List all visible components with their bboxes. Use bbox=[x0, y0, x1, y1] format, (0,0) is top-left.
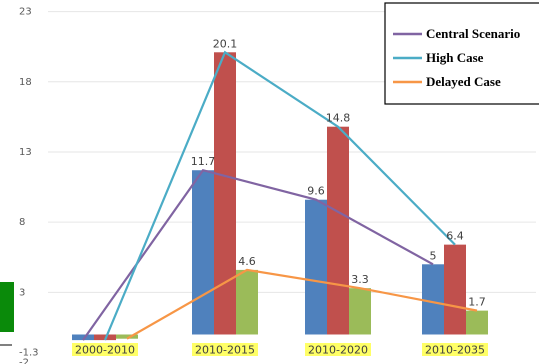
series-line bbox=[126, 268, 478, 340]
bar bbox=[116, 334, 138, 339]
bar bbox=[422, 264, 444, 335]
data-label: 20.1 bbox=[213, 37, 238, 50]
legend-label: Delayed Case bbox=[426, 74, 501, 89]
category-label: 2010-2015 bbox=[195, 344, 255, 357]
data-label: 9.6 bbox=[307, 185, 325, 198]
y-axis-ticks: 23 18 13 8 3 -1.3-2 bbox=[19, 7, 39, 364]
category-highlight bbox=[305, 343, 371, 356]
bar bbox=[327, 126, 349, 335]
data-label: 1.7 bbox=[468, 296, 486, 309]
bar bbox=[236, 269, 258, 335]
bar bbox=[466, 310, 488, 335]
y-tick-label: 13 bbox=[19, 147, 32, 158]
category-label: 2000-2010 bbox=[75, 344, 135, 357]
legend: Central Scenario High Case Delayed Case bbox=[384, 2, 539, 105]
y-tick-label: -1.3 bbox=[19, 348, 39, 359]
category-labels: 2000-2010 2010-2015 2010-2020 2010-2035 bbox=[72, 343, 488, 357]
category-highlight bbox=[422, 343, 488, 356]
category-label: 2010-2020 bbox=[308, 344, 368, 357]
y-tick-label: 18 bbox=[19, 77, 32, 88]
data-label: 11.7 bbox=[191, 155, 216, 168]
bar bbox=[305, 199, 327, 335]
series-line bbox=[103, 50, 456, 341]
y-tick-label: 8 bbox=[19, 217, 25, 228]
bar bbox=[444, 244, 466, 335]
series-lines bbox=[82, 50, 478, 341]
bar bbox=[72, 334, 94, 341]
y-tick-label: -2 bbox=[19, 358, 29, 364]
bar bbox=[349, 288, 371, 335]
left-edge-fragment bbox=[0, 282, 14, 332]
data-label: 4.6 bbox=[238, 255, 256, 268]
data-label: 6.4 bbox=[446, 230, 464, 243]
y-tick-label: 3 bbox=[19, 287, 25, 298]
series-line bbox=[82, 168, 434, 341]
bar bbox=[192, 170, 214, 335]
category-highlight bbox=[192, 343, 258, 356]
data-labels: 11.7 9.6 5 20.1 14.8 6.4 4.6 3.3 1.7 bbox=[191, 37, 486, 308]
legend-box bbox=[384, 2, 539, 105]
category-highlight bbox=[72, 343, 138, 356]
y-tick-label: 23 bbox=[19, 7, 32, 18]
legend-label: High Case bbox=[426, 50, 484, 65]
category-label: 2010-2035 bbox=[425, 344, 485, 357]
legend-label: Central Scenario bbox=[426, 26, 520, 41]
bars bbox=[72, 52, 488, 341]
data-label: 3.3 bbox=[351, 273, 369, 286]
bar bbox=[214, 52, 236, 335]
data-label: 5 bbox=[430, 249, 437, 262]
data-label: 14.8 bbox=[326, 112, 351, 125]
